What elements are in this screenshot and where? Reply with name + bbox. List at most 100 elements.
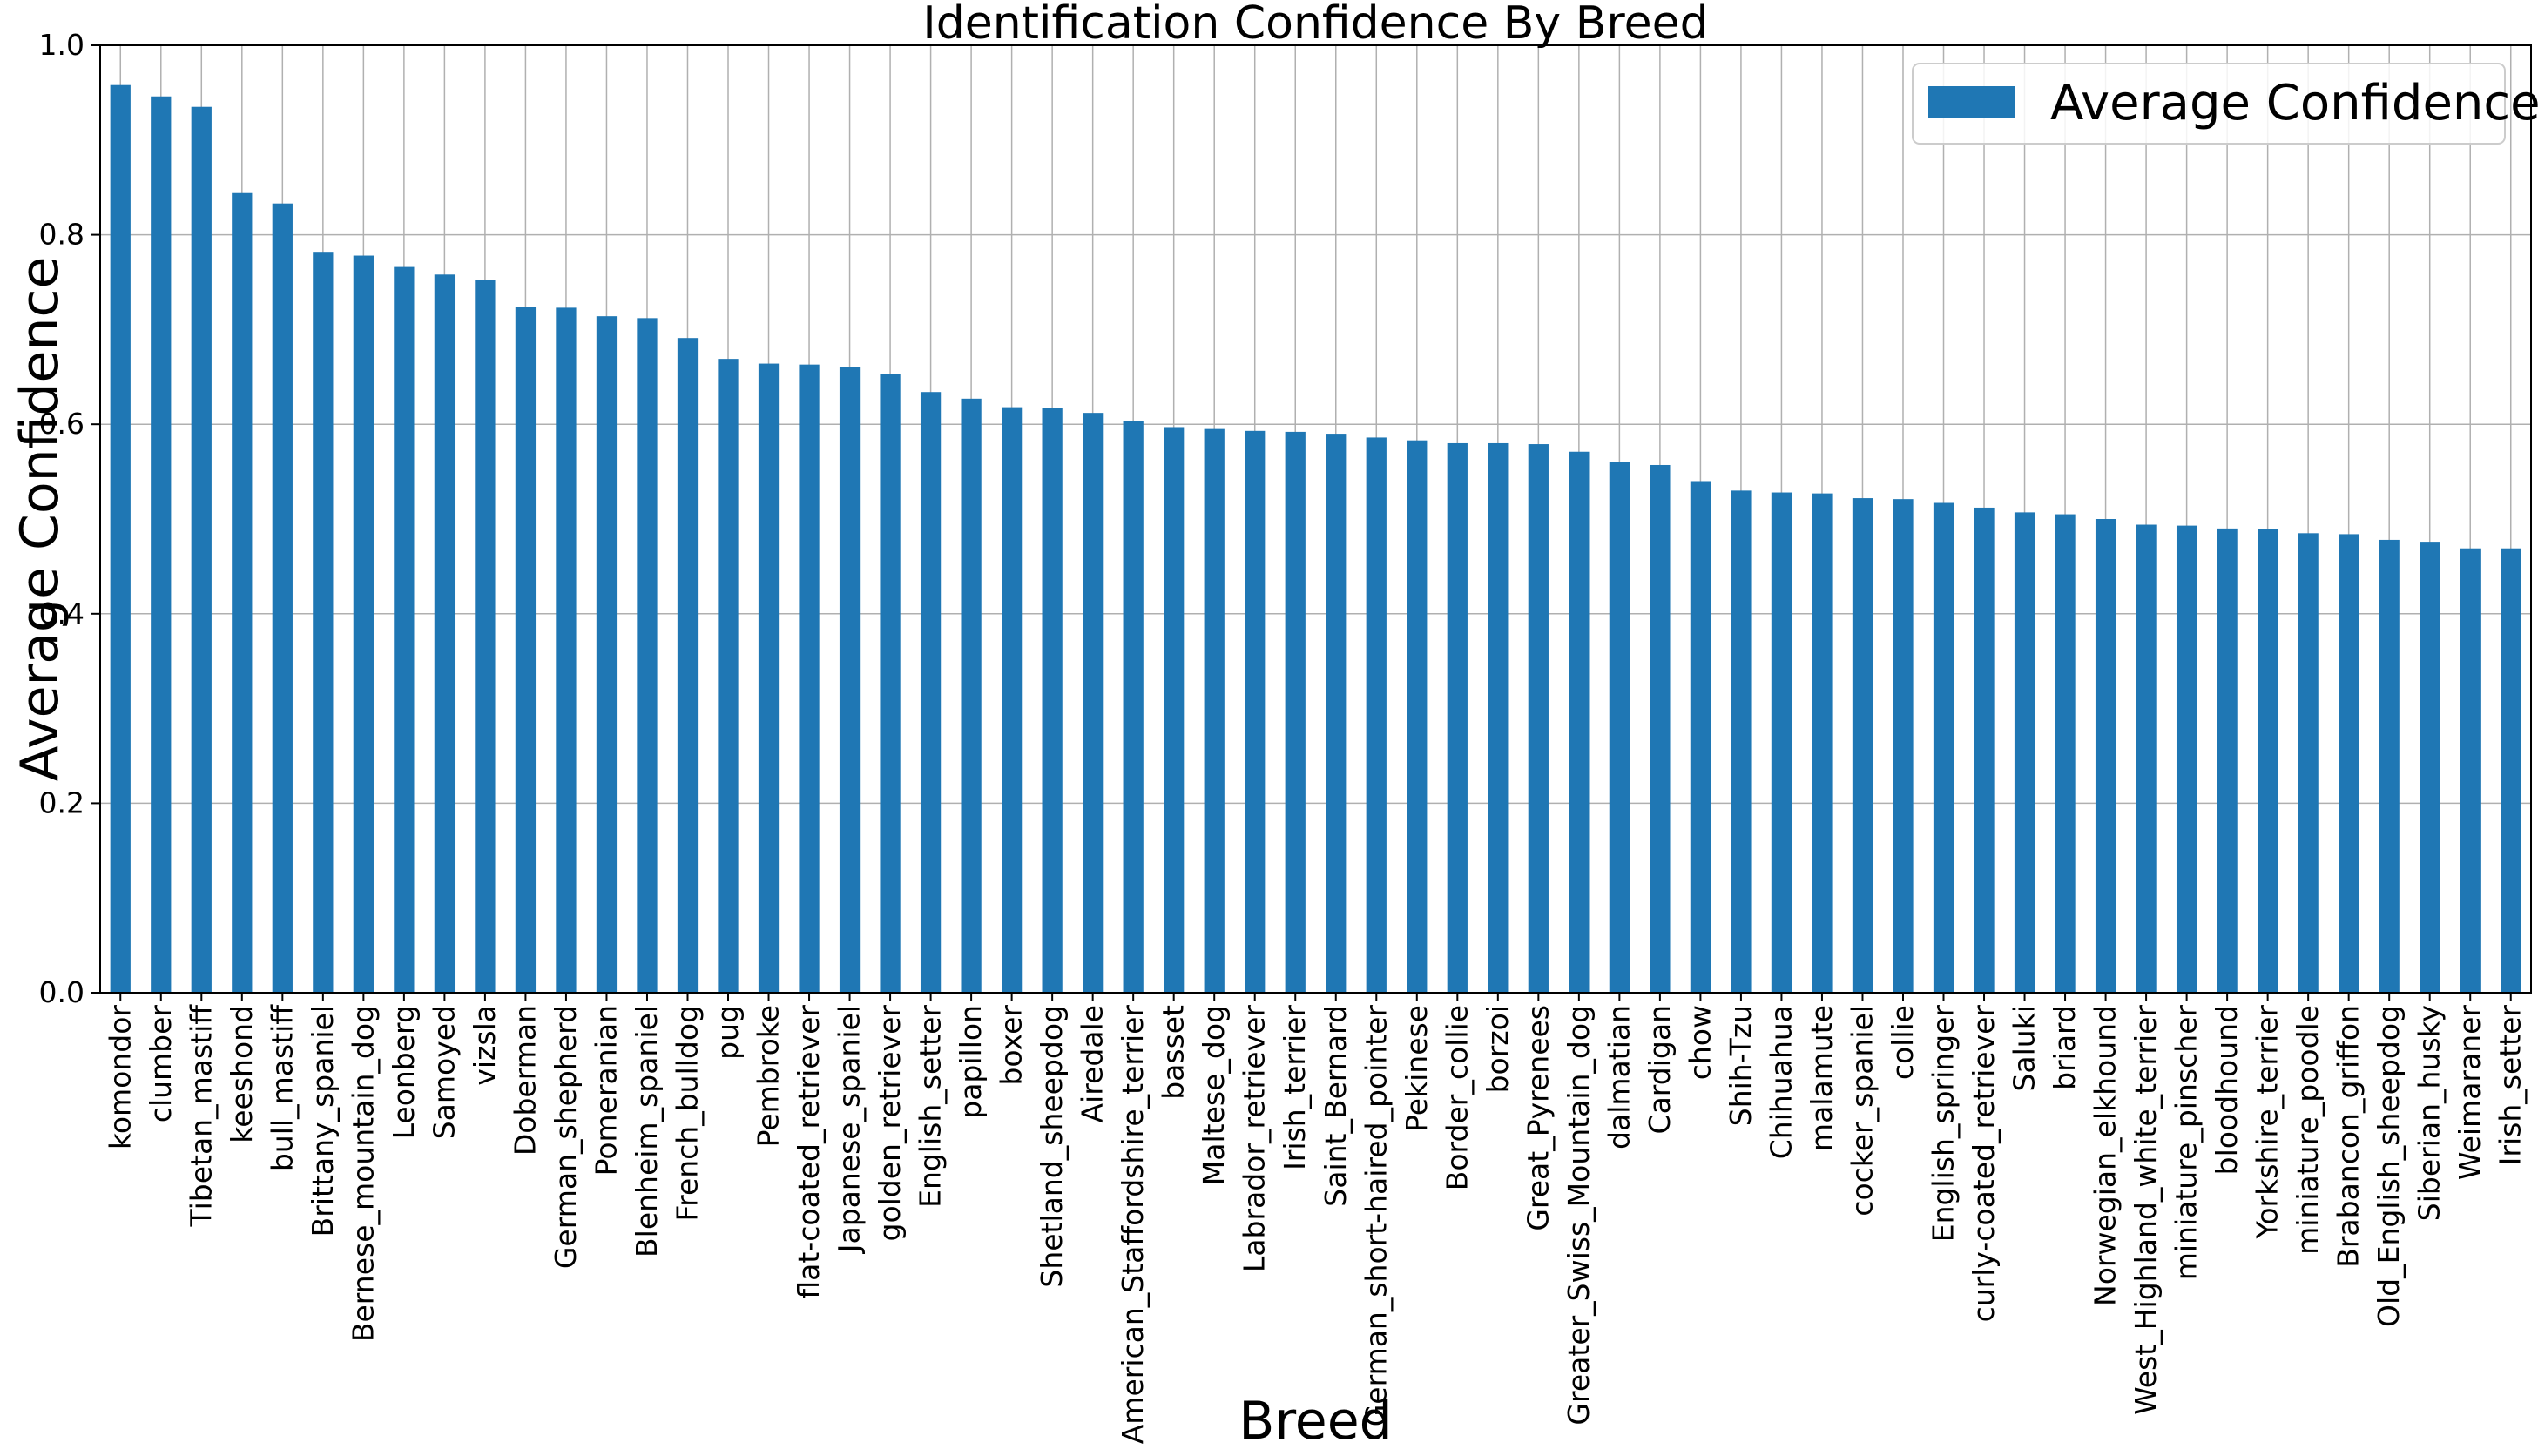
bar — [2217, 528, 2238, 993]
bar — [1690, 481, 1711, 993]
bar — [799, 364, 820, 993]
y-axis-ticks: 0.0 0.2 0.4 0.6 0.8 1.0 — [39, 28, 100, 1009]
x-tick-label: golden_retriever — [873, 1005, 907, 1242]
x-tick-label: miniature_poodle — [2291, 1005, 2325, 1255]
x-tick-label: collie — [1886, 1005, 1920, 1080]
x-tick-label: malamute — [1805, 1005, 1839, 1151]
bar — [1528, 444, 1549, 994]
bar — [313, 252, 334, 994]
y-tick-label: 0.4 — [39, 597, 84, 630]
bar — [1407, 440, 1428, 993]
plot-frame — [99, 44, 2532, 994]
bar — [920, 392, 942, 993]
x-tick-label: flat-coated_retriever — [792, 1005, 826, 1299]
x-tick-label: papillon — [954, 1005, 988, 1119]
x-tick-label: Blenheim_spaniel — [630, 1005, 664, 1257]
x-tick-label: cocker_spaniel — [1845, 1005, 1879, 1217]
x-tick-label: English_setter — [914, 1005, 948, 1208]
bar — [353, 255, 374, 993]
bar — [1366, 437, 1387, 993]
bar — [2379, 539, 2400, 993]
x-tick-label: French_bulldog — [670, 1005, 704, 1221]
y-tick-label: 0.0 — [39, 975, 84, 1009]
bar — [2339, 534, 2359, 993]
bar — [1164, 427, 1185, 993]
x-tick-label: bloodhound — [2210, 1005, 2244, 1175]
bar — [151, 96, 172, 994]
x-tick-label: Bernese_mountain_dog — [346, 1005, 380, 1342]
bar — [2501, 548, 2521, 993]
bar — [758, 363, 780, 993]
x-tick-label: Pomeranian — [589, 1005, 623, 1176]
bars — [110, 84, 2521, 994]
x-tick-label: Brabancon_griffon — [2332, 1005, 2366, 1268]
x-tick-label: Chihuahua — [1764, 1005, 1798, 1159]
x-tick-label: keeshond — [225, 1005, 259, 1143]
bar — [2420, 542, 2440, 993]
bar — [1204, 428, 1225, 993]
bar — [637, 318, 658, 993]
x-tick-label: Pembroke — [752, 1005, 786, 1147]
x-tick-label: Siberian_husky — [2413, 1005, 2447, 1221]
bar — [718, 359, 739, 993]
bar — [1245, 430, 1266, 993]
grid-lines — [100, 44, 2531, 994]
x-tick-label: Saluki — [2008, 1005, 2042, 1092]
bar — [2176, 525, 2197, 993]
x-tick-label: vizsla — [468, 1005, 502, 1086]
bar — [2095, 519, 2116, 993]
x-tick-label: Airedale — [1076, 1005, 1110, 1123]
x-tick-label: Irish_setter — [2494, 1005, 2528, 1166]
x-tick-label: Greater_Swiss_Mountain_dog — [1562, 1005, 1596, 1426]
bar — [1893, 499, 1914, 993]
x-tick-label: Old_English_sheepdog — [2372, 1005, 2406, 1327]
bar — [839, 367, 861, 993]
legend-swatch — [1928, 86, 2015, 118]
bar — [1731, 490, 1752, 993]
bar — [2258, 529, 2278, 993]
bar — [1285, 431, 1306, 993]
x-tick-label: Irish_terrier — [1278, 1005, 1312, 1170]
bar — [232, 192, 253, 993]
bar — [961, 398, 982, 994]
bar — [191, 106, 212, 994]
bar — [1083, 413, 1104, 993]
x-tick-label: borzoi — [1481, 1005, 1515, 1093]
bar — [1042, 408, 1063, 994]
x-tick-label: Shetland_sheepdog — [1035, 1005, 1069, 1288]
y-tick-label: 0.2 — [39, 785, 84, 819]
bar — [2460, 548, 2481, 993]
legend-label: Average Confidence — [2050, 75, 2538, 131]
bar — [1771, 492, 1792, 993]
x-tick-label: German_short-haired_pointer — [1359, 1005, 1393, 1427]
x-tick-label: Saint_Bernard — [1319, 1005, 1353, 1207]
x-tick-label: basset — [1157, 1005, 1191, 1100]
bar — [394, 266, 415, 993]
bar — [556, 307, 577, 994]
bar — [1650, 464, 1671, 993]
x-tick-label: Doberman — [508, 1005, 542, 1156]
y-tick-label: 0.6 — [39, 407, 84, 441]
x-tick-label: American_Staffordshire_terrier — [1116, 1005, 1150, 1445]
x-tick-label: Pekinese — [1400, 1005, 1434, 1132]
bar — [677, 338, 699, 993]
bar — [1488, 442, 1509, 994]
x-axis-ticks: komondor clumber Tibetan_mastiff keeshond bu… — [103, 993, 2528, 1445]
x-tick-label: Japanese_spaniel — [833, 1005, 867, 1254]
x-tick-label: Samoyed — [427, 1005, 461, 1139]
y-tick-label: 1.0 — [39, 28, 84, 62]
x-tick-label: Labrador_retriever — [1238, 1005, 1272, 1273]
bar — [1852, 498, 1873, 993]
bar — [434, 274, 456, 993]
bar — [110, 84, 131, 993]
x-tick-label: Cardigan — [1643, 1005, 1677, 1134]
x-tick-label: bull_mastiff — [265, 1004, 299, 1171]
bar — [1812, 493, 1833, 993]
x-axis-title: Breed — [1239, 1391, 1392, 1452]
bar — [515, 307, 537, 994]
x-tick-label: Weimaraner — [2453, 1005, 2487, 1181]
x-tick-label: Yorkshire_terrier — [2251, 1005, 2285, 1240]
bar — [1609, 462, 1630, 993]
x-tick-label: boxer — [995, 1005, 1029, 1086]
bar — [1447, 442, 1468, 994]
